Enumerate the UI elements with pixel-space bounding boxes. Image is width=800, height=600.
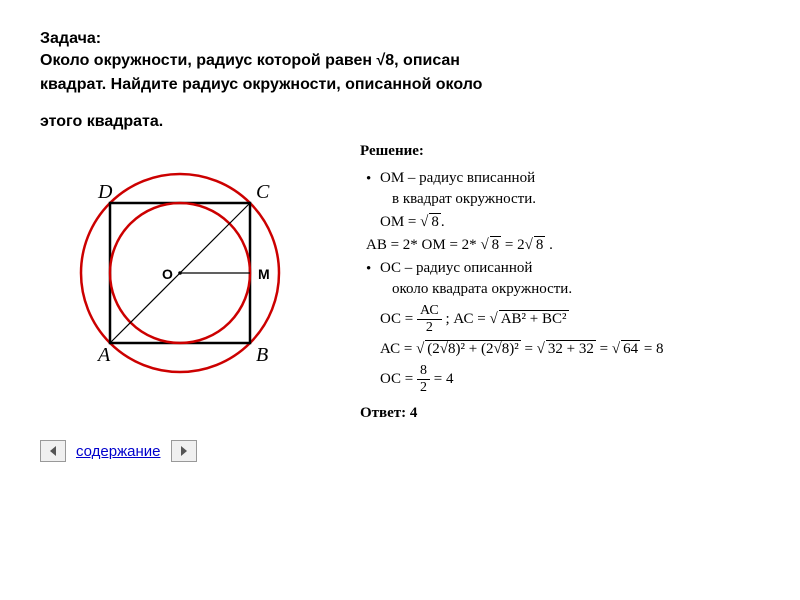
- bullet-om-2: в квадрат окружности.: [392, 191, 760, 208]
- ab-v2: 8: [534, 236, 546, 253]
- label-o: О: [162, 266, 173, 282]
- eq-ac: АС = √(2√8)² + (2√8)² = √32 + 32 = √64 =…: [380, 341, 760, 358]
- ab-v1: 8: [490, 236, 502, 253]
- eq-ab: АВ = 2* ОМ = 2* √8 = 2√8 .: [366, 237, 760, 254]
- ac-den: 2: [417, 320, 442, 335]
- ac-semi: ; АС =: [446, 311, 490, 327]
- eq-om: ОМ = √8.: [380, 214, 760, 231]
- bullet-oc-1: ОС – радиус описанной: [380, 260, 760, 277]
- eq-oc1: ОС = АС2 ; АС = √АВ² + ВС²: [380, 304, 760, 335]
- label-b: B: [256, 344, 268, 366]
- solution-column: Решение: ОМ – радиус вписанной в квадрат…: [340, 143, 760, 422]
- ac2-s2: 32 + 32: [546, 340, 596, 357]
- problem-line-3: этого квадрата.: [40, 111, 760, 133]
- content-area: D C A B О М Решение: ОМ – радиус вписанн…: [40, 143, 760, 422]
- nav-prev-button[interactable]: [40, 440, 66, 462]
- ac2-label: АС =: [380, 341, 416, 357]
- oc-label: ОС =: [380, 311, 417, 327]
- label-a: A: [96, 344, 111, 366]
- solution-heading: Решение:: [360, 143, 760, 160]
- problem-line-1: Около окружности, радиус которой равен √…: [40, 50, 760, 72]
- ab-label: АВ = 2* ОМ = 2*: [366, 237, 480, 253]
- answer: Ответ: 4: [360, 405, 760, 422]
- label-m: М: [258, 266, 270, 282]
- nav-bar: содержание: [40, 440, 760, 462]
- oc2-den: 2: [417, 380, 430, 395]
- ac2-eq3: =: [600, 341, 612, 357]
- diagram-column: D C A B О М: [40, 143, 340, 422]
- ac2-eq2: =: [524, 341, 536, 357]
- center-point: [178, 271, 182, 275]
- nav-contents-link[interactable]: содержание: [76, 443, 161, 460]
- ac-num: АС: [417, 304, 442, 320]
- ab-eq2: = 2: [505, 237, 525, 253]
- ac2-inner: (2√8)² + (2√8)²: [425, 340, 520, 357]
- eq-oc2: ОС = 82 = 4: [380, 364, 760, 395]
- oc2-label: ОС =: [380, 371, 417, 387]
- ac2-final: = 8: [644, 341, 664, 357]
- problem-title: Задача:: [40, 30, 760, 48]
- geometry-diagram: D C A B О М: [40, 143, 330, 413]
- nav-next-button[interactable]: [171, 440, 197, 462]
- ac2-s3: 64: [621, 340, 640, 357]
- ac-sqrt: АВ² + ВС²: [499, 310, 569, 327]
- bullet-om-1: ОМ – радиус вписанной: [380, 170, 760, 187]
- oc2-res: = 4: [434, 371, 454, 387]
- problem-line-2: квадрат. Найдите радиус окружности, опис…: [40, 74, 760, 96]
- label-d: D: [97, 181, 113, 203]
- om-val: 8: [429, 213, 441, 230]
- chevron-left-icon: [48, 445, 58, 457]
- oc2-num: 8: [417, 364, 430, 380]
- om-label: ОМ =: [380, 214, 420, 230]
- chevron-right-icon: [179, 445, 189, 457]
- bullet-oc-2: около квадрата окружности.: [392, 281, 760, 298]
- label-c: C: [256, 181, 270, 203]
